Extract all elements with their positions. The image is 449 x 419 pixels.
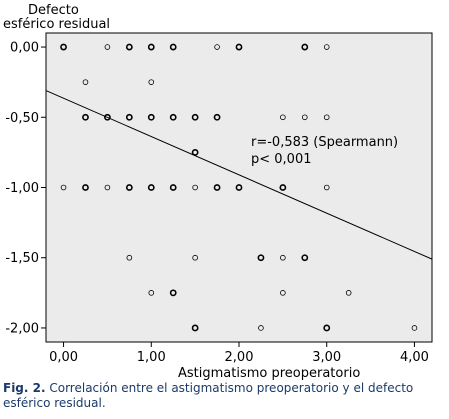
- y-axis-title-line2: esférico residual: [3, 17, 110, 32]
- data-point: [125, 113, 133, 121]
- data-point: [301, 254, 309, 262]
- annotation-pvalue: p< 0,001: [251, 152, 312, 167]
- data-point: [213, 113, 221, 121]
- data-point: [169, 184, 177, 191]
- data-point: [235, 184, 243, 191]
- caption-text: Correlación entre el astigmatismo preope…: [3, 381, 414, 410]
- data-point: [82, 113, 89, 121]
- data-point: [104, 44, 111, 50]
- scatter-chart: Defecto esférico residual 0,00 -0,50 -1,00…: [3, 3, 433, 380]
- y-tick-label: -0,50: [5, 111, 39, 126]
- data-point: [213, 184, 221, 191]
- data-point: [345, 290, 352, 296]
- data-point: [191, 324, 199, 332]
- data-point: [411, 325, 418, 331]
- data-point: [258, 325, 264, 331]
- y-tick-label: 0,00: [10, 41, 39, 56]
- data-point: [169, 43, 177, 51]
- data-point: [125, 184, 133, 191]
- data-point: [147, 184, 155, 191]
- data-point: [148, 290, 155, 296]
- data-point: [323, 114, 330, 121]
- data-point: [104, 184, 111, 191]
- data-point: [323, 324, 331, 332]
- figure-caption: Fig. 2. Correlación entre el astigmatism…: [3, 381, 447, 411]
- x-tick-label: 0,00: [49, 350, 78, 365]
- data-point: [280, 114, 286, 121]
- data-point: [192, 254, 198, 261]
- data-point: [280, 254, 286, 261]
- y-axis-title-line1: Defecto: [28, 3, 79, 18]
- x-axis: 0,00 1,00 2,00 3,00 4,00: [49, 342, 429, 365]
- data-point: [191, 148, 199, 156]
- data-point: [147, 113, 155, 121]
- data-point: [126, 254, 133, 261]
- data-point: [82, 184, 89, 191]
- data-point: [191, 113, 199, 121]
- data-point: [60, 43, 67, 51]
- data-point: [235, 43, 243, 51]
- x-tick-label: 1,00: [137, 350, 166, 365]
- data-point: [214, 44, 220, 50]
- data-point: [60, 184, 67, 191]
- data-point: [169, 113, 177, 121]
- y-tick-label: -2,00: [5, 321, 39, 336]
- data-point: [82, 79, 89, 85]
- y-tick-label: -1,50: [5, 251, 39, 266]
- x-tick-label: 2,00: [225, 350, 254, 365]
- data-point: [147, 43, 155, 51]
- data-point: [125, 43, 133, 51]
- data-point: [104, 113, 111, 121]
- data-point: [148, 79, 155, 85]
- y-tick-label: -1,00: [5, 181, 39, 196]
- data-point: [169, 289, 177, 297]
- data-point: [301, 114, 308, 121]
- annotation-correlation: r=-0,583 (Spearmann): [251, 135, 398, 150]
- x-tick-label: 4,00: [400, 350, 429, 365]
- data-point: [280, 290, 286, 296]
- data-points: [60, 43, 418, 332]
- data-point: [257, 254, 265, 262]
- x-tick-label: 3,00: [312, 350, 341, 365]
- data-point: [279, 184, 287, 191]
- y-axis: 0,00 -0,50 -1,00 -1,50 -2,00: [5, 41, 46, 336]
- caption-label: Fig. 2.: [3, 381, 46, 395]
- data-point: [323, 184, 330, 191]
- data-point: [192, 184, 198, 191]
- plot-area: [45, 32, 433, 343]
- x-axis-title: Astigmatismo preoperatorio: [178, 366, 360, 380]
- data-point: [323, 44, 330, 50]
- data-point: [301, 43, 309, 51]
